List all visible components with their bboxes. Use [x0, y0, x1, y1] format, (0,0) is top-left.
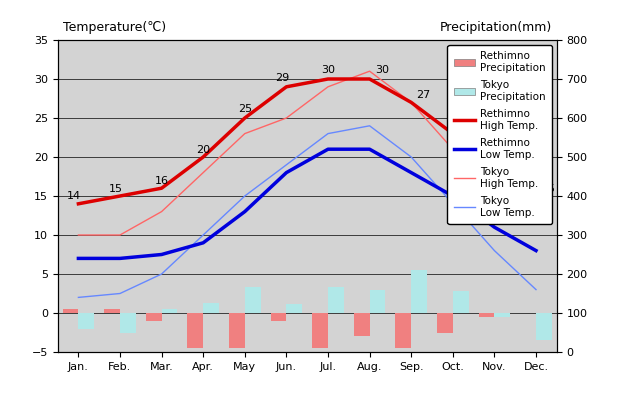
Text: 20: 20	[196, 145, 211, 155]
Bar	[104, 309, 120, 313]
Text: 15: 15	[541, 184, 556, 194]
Bar	[479, 313, 495, 317]
Bar	[287, 304, 302, 313]
Bar	[396, 313, 411, 348]
Bar	[369, 290, 385, 313]
Text: 29: 29	[275, 73, 289, 83]
Text: Precipitation(mm): Precipitation(mm)	[440, 21, 552, 34]
Text: 27: 27	[417, 90, 431, 100]
Bar	[78, 313, 94, 329]
Text: 16: 16	[155, 176, 168, 186]
Text: 30: 30	[321, 65, 335, 75]
Text: Temperature(℃): Temperature(℃)	[63, 21, 166, 34]
Text: 25: 25	[237, 104, 252, 114]
Bar	[411, 270, 427, 313]
Text: 30: 30	[375, 65, 389, 75]
Text: 23: 23	[458, 121, 472, 131]
Bar	[328, 287, 344, 313]
Legend: Rethimno
Precipitation, Tokyo
Precipitation, Rethimno
High Temp., Rethimno
Low T: Rethimno Precipitation, Tokyo Precipitat…	[447, 45, 552, 224]
Bar	[437, 313, 453, 332]
Bar	[204, 303, 219, 313]
Bar	[161, 309, 177, 313]
Text: 14: 14	[67, 192, 81, 202]
Bar	[453, 291, 468, 313]
Bar	[354, 313, 369, 336]
Bar	[271, 313, 286, 321]
Bar	[229, 313, 244, 348]
Bar	[63, 309, 78, 313]
Bar	[120, 313, 136, 332]
Bar	[146, 313, 161, 321]
Bar	[494, 313, 510, 317]
Text: 18: 18	[500, 160, 514, 170]
Bar	[312, 313, 328, 348]
Text: 15: 15	[109, 184, 123, 194]
Bar	[188, 313, 204, 348]
Bar	[244, 287, 260, 313]
Bar	[536, 313, 552, 340]
